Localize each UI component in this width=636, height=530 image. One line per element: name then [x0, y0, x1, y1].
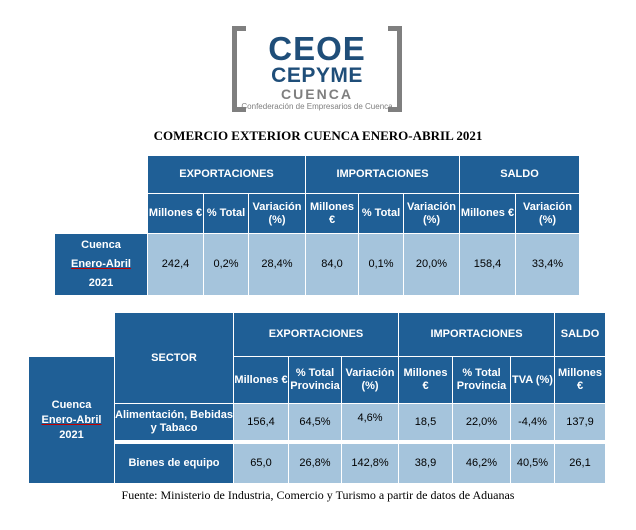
t1-value: 28,4% [249, 234, 306, 296]
t1-row-label: Cuenca Enero-Abril 2021 [55, 234, 148, 296]
t2-value: 22,0% [453, 404, 511, 444]
t2-sub-millones-exp: Millones € [234, 357, 289, 404]
t2-sub-millones-imp: Millones € [399, 357, 453, 404]
t1-sub-millones-imp: Millones € [306, 194, 359, 234]
t1-value: 33,4% [516, 234, 580, 296]
t2-header-exportaciones: EXPORTACIONES [234, 313, 399, 357]
t2-header-importaciones: IMPORTACIONES [399, 313, 555, 357]
logo-confederation-text: Confederación de Empresarios de Cuenca [241, 102, 393, 111]
t2-value: 137,9 [555, 404, 606, 444]
t2-value: -4,4% [511, 404, 555, 444]
t2-sub-tva-imp: TVA (%) [511, 357, 555, 404]
t2-sub-total-exp: % Total Provincia [289, 357, 342, 404]
t1-sub-millones-saldo: Millones € [460, 194, 516, 234]
logo-ceoe-text: CEOE [268, 30, 366, 67]
t2-value: 40,5% [511, 444, 555, 484]
t2-value: 18,5 [399, 404, 453, 444]
t1-sub-total-imp: % Total [359, 194, 404, 234]
t1-value: 84,0 [306, 234, 359, 296]
t2-value: 4,6% [342, 404, 399, 444]
t1-value: 158,4 [460, 234, 516, 296]
t2-value: 156,4 [234, 404, 289, 444]
t2-value: 64,5% [289, 404, 342, 444]
t2-value: 142,8% [342, 444, 399, 484]
t2-value: 65,0 [234, 444, 289, 484]
t2-sub-variacion-exp: Variación (%) [342, 357, 399, 404]
t2-value: 38,9 [399, 444, 453, 484]
t2-row-label-line1: Cuenca [51, 398, 92, 411]
t1-sub-variacion-exp: Variación (%) [249, 194, 306, 234]
logo-bracket-left [232, 26, 246, 112]
t1-row-label-line2: Enero-Abril [71, 258, 131, 270]
t2-row-label: Cuenca Enero-Abril 2021 [29, 357, 115, 484]
t1-sub-total-exp: % Total [204, 194, 249, 234]
t1-sub-variacion-saldo: Variación (%) [516, 194, 580, 234]
t2-value: 26,1 [555, 444, 606, 484]
t1-sub-variacion-imp: Variación (%) [404, 194, 460, 234]
t2-sub-millones-saldo: Millones € [555, 357, 606, 404]
t2-sector-cell: Bienes de equipo [115, 444, 234, 484]
t2-value: 46,2% [453, 444, 511, 484]
t1-header-saldo: SALDO [460, 156, 580, 194]
t2-row-label-line2: Enero-Abril [41, 413, 102, 426]
t1-value: 0,2% [204, 234, 249, 296]
source-note: Fuente: Ministerio de Industria, Comerci… [121, 488, 515, 502]
t1-sub-millones-exp: Millones € [148, 194, 204, 234]
t1-value: 0,1% [359, 234, 404, 296]
t2-header-sector: SECTOR [115, 313, 234, 404]
ceoe-cepyme-logo: CEOE CEPYME CUENCA Confederación de Empr… [232, 26, 402, 114]
t1-header-exportaciones: EXPORTACIONES [148, 156, 306, 194]
t1-row-label-line3: 2021 [88, 277, 114, 289]
logo-cuenca-text: CUENCA [281, 86, 353, 102]
t2-row-label-line3: 2021 [59, 428, 84, 441]
t2-header-saldo: SALDO [555, 313, 606, 357]
logo-bracket-right [388, 26, 402, 112]
t1-row-label-line1: Cuenca [81, 239, 121, 251]
t1-value: 242,4 [148, 234, 204, 296]
t1-value: 20,0% [404, 234, 460, 296]
t2-value: 26,8% [289, 444, 342, 484]
logo-cepyme-text: CEPYME [271, 64, 363, 87]
t2-sub-total-imp: % Total Provincia [453, 357, 511, 404]
t2-sector-cell: Alimentación, Bebidas y Tabaco [115, 404, 234, 444]
page-title: COMERCIO EXTERIOR CUENCA ENERO-ABRIL 202… [153, 128, 483, 143]
t1-header-importaciones: IMPORTACIONES [306, 156, 460, 194]
